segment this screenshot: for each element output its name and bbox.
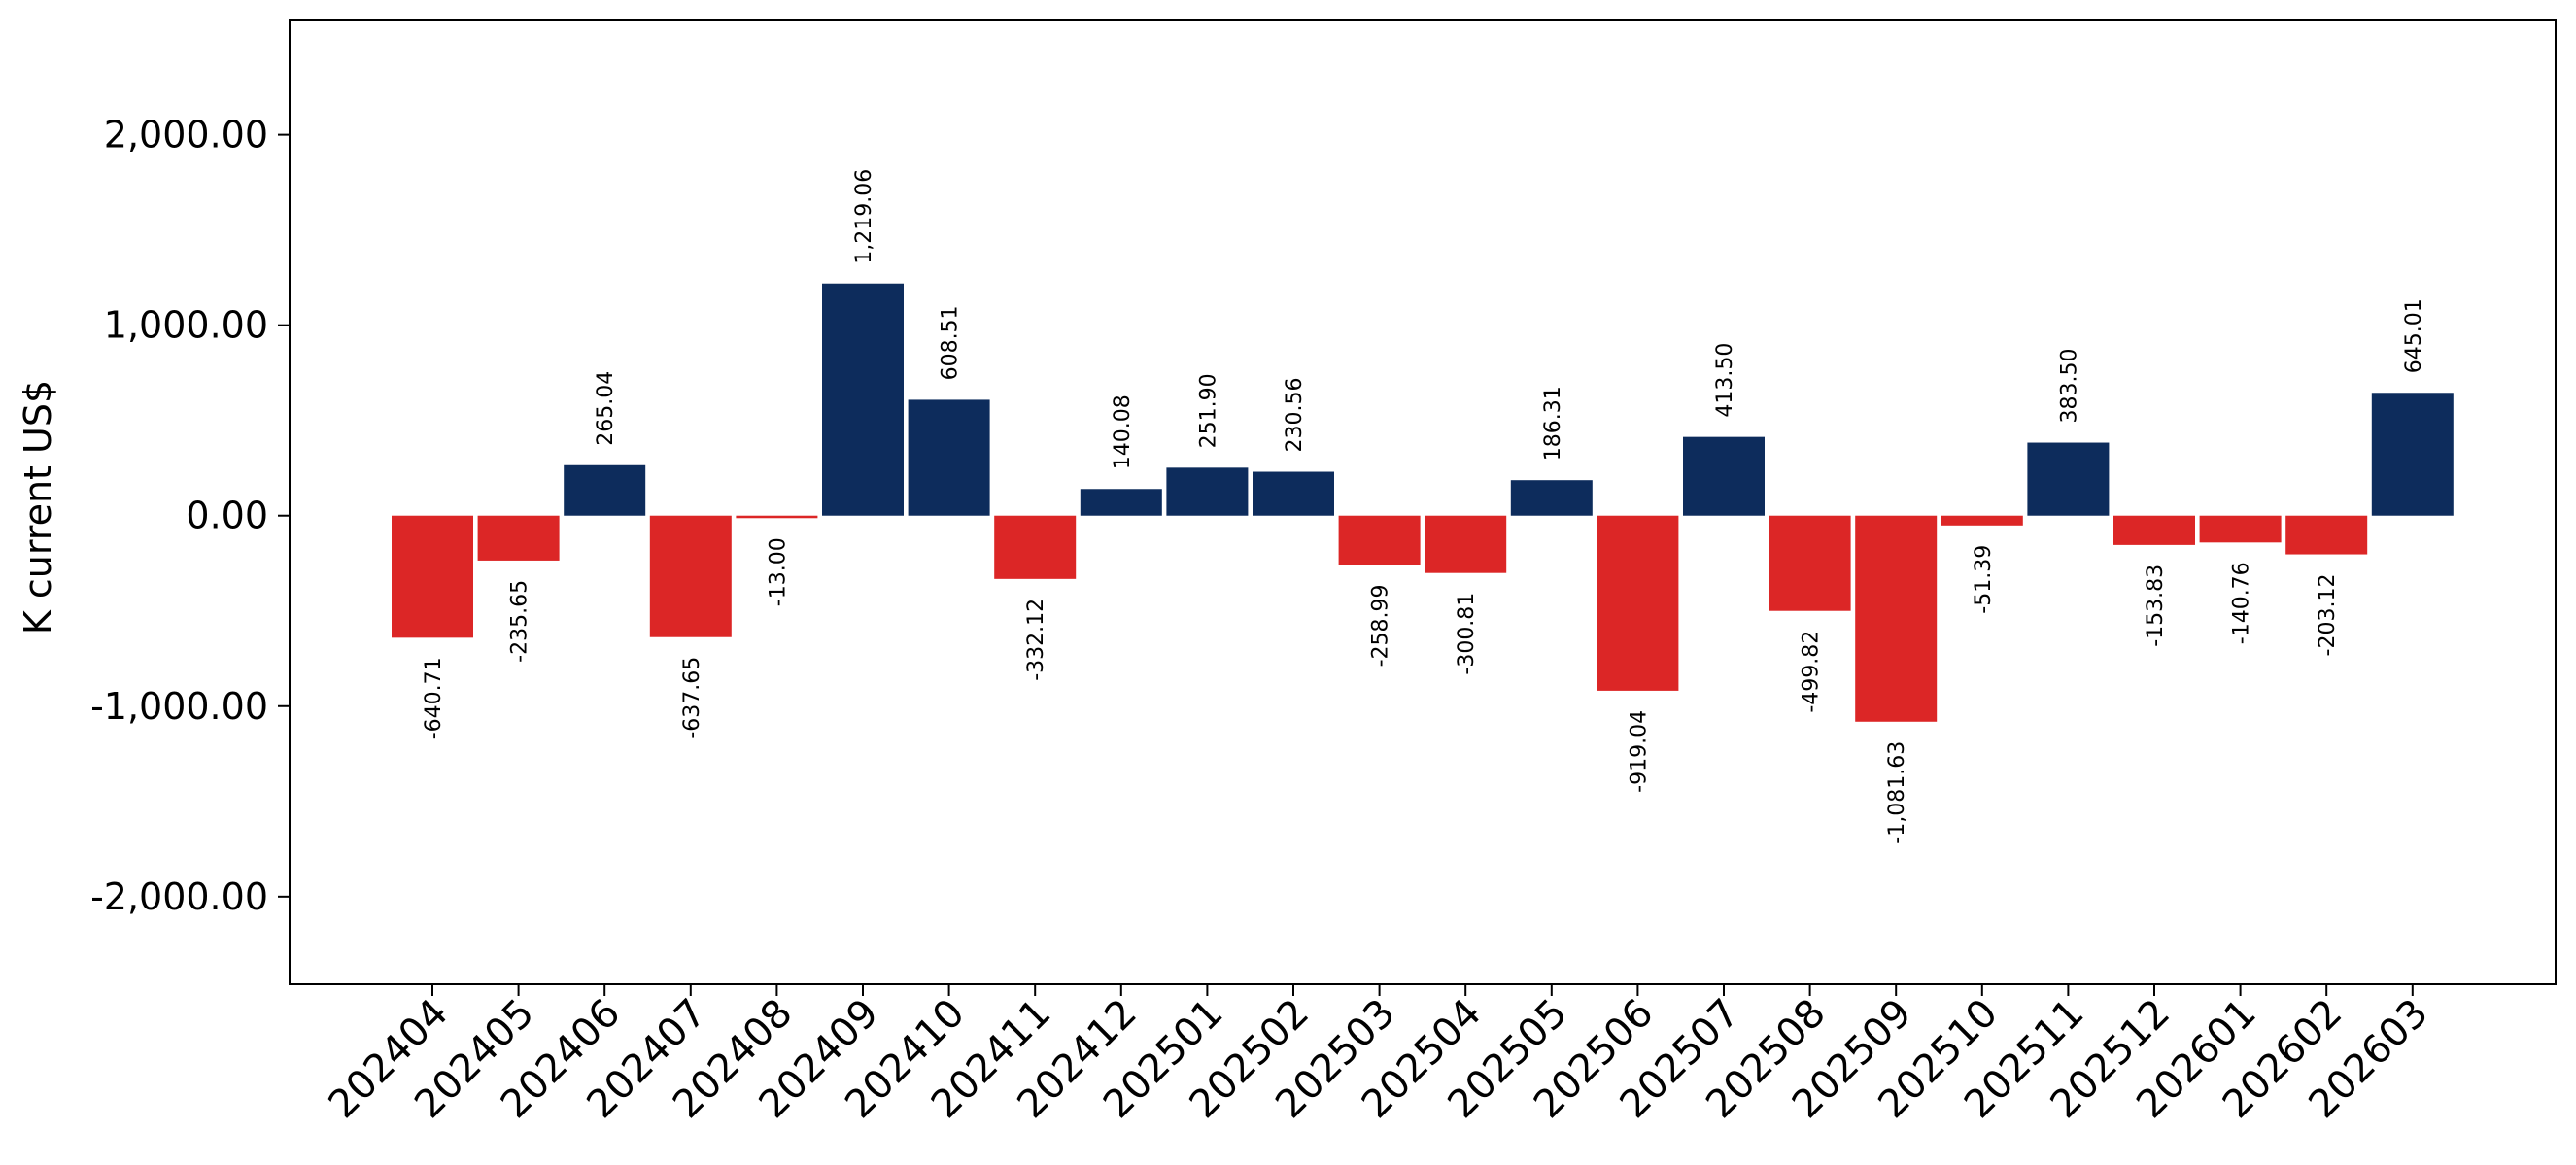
value-label-202511: 383.50 [2057,349,2081,424]
bar-202412 [1080,489,1162,516]
bar-202410 [908,399,990,516]
value-label-202507: 413.50 [1713,343,1737,418]
bar-202509 [1855,515,1938,722]
bar-202405 [477,515,560,561]
value-label-202510: -51.39 [1972,545,1996,614]
bar-202510 [1941,515,2023,526]
bar-202602 [2285,515,2368,555]
bar-202505 [1510,480,1593,516]
bar-202511 [2027,442,2110,516]
bar-202507 [1683,436,1765,516]
y-axis-title: K current US$ [17,380,59,634]
x-axis-ticks: 2024042024052024062024072024082024092024… [321,984,2437,1127]
plot-frame [289,19,2557,985]
value-label-202404: -640.71 [422,657,446,739]
bar-202408 [736,515,818,519]
value-label-202505: 186.31 [1541,386,1565,461]
value-label-202603: 645.01 [2402,298,2426,373]
bar-202504 [1425,515,1507,573]
y-axis-ticks: -2,000.00 -1,000.00 0.00 1,000.00 2,000.00 [90,114,290,918]
value-label-202504: -300.81 [1455,593,1479,675]
bars [392,283,2454,722]
value-labels: -640.71 -235.65 265.04 -637.65 -13.00 1,219.0… [422,169,2426,844]
y-tick-label: 2,000.00 [104,114,268,156]
value-label-202602: -203.12 [2316,574,2340,657]
value-label-202503: -258.99 [1369,584,1393,667]
value-label-202407: -637.65 [680,657,704,739]
y-tick-label: 0.00 [186,495,268,537]
value-label-202601: -140.76 [2230,562,2254,644]
bar-202502 [1253,471,1334,516]
bar-202411 [994,515,1077,579]
bar-202407 [649,515,732,637]
value-label-202409: 1,219.06 [852,169,876,264]
bar-202409 [822,283,904,516]
bar-202501 [1166,467,1249,516]
bar-202512 [2113,515,2195,545]
value-label-202410: 608.51 [939,305,963,380]
value-label-202405: -235.65 [508,580,532,663]
y-tick-label: 1,000.00 [104,304,268,347]
value-label-202508: -499.82 [1800,631,1824,713]
bar-202601 [2199,515,2282,543]
value-label-202506: -919.04 [1627,710,1651,793]
value-label-202411: -332.12 [1024,599,1048,681]
value-label-202512: -153.83 [2144,565,2168,647]
y-tick-label: -1,000.00 [90,685,268,728]
value-label-202408: -13.00 [766,537,790,606]
bar-202404 [392,515,473,638]
value-label-202501: 251.90 [1196,373,1220,448]
bar-202506 [1597,515,1679,691]
y-tick-label: -2,000.00 [90,875,268,918]
value-label-202509: -1,081.63 [1885,741,1909,844]
bar-202508 [1769,515,1851,611]
bar-202503 [1338,515,1421,565]
bar-202406 [564,464,646,516]
bar-202603 [2371,393,2454,516]
value-label-202412: 140.08 [1111,394,1135,469]
value-label-202406: 265.04 [594,371,618,446]
value-label-202502: 230.56 [1283,378,1307,453]
